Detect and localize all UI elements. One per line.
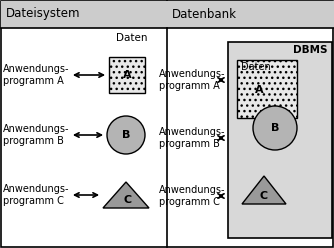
Text: Anwendungs-
programm C: Anwendungs- programm C: [159, 185, 225, 207]
Text: A: A: [255, 85, 263, 95]
Bar: [1, 1, 167, 28]
Text: Daten: Daten: [241, 62, 271, 72]
Bar: [167, 1, 334, 28]
Text: Datenbank: Datenbank: [172, 7, 237, 21]
Polygon shape: [242, 176, 286, 204]
Text: Anwendungs-
programm A: Anwendungs- programm A: [3, 64, 69, 86]
Circle shape: [107, 116, 145, 154]
Text: Anwendungs-
programm B: Anwendungs- programm B: [3, 124, 69, 146]
Text: DBMS: DBMS: [294, 45, 328, 55]
Text: Anwendungs-
programm C: Anwendungs- programm C: [3, 184, 69, 206]
Text: B: B: [271, 123, 279, 133]
Polygon shape: [103, 182, 149, 208]
Bar: [237, 60, 297, 118]
Text: C: C: [124, 195, 132, 205]
Circle shape: [253, 106, 297, 150]
Text: Daten: Daten: [116, 33, 148, 43]
Text: A: A: [123, 70, 131, 80]
Text: C: C: [260, 191, 268, 201]
Bar: [109, 57, 145, 93]
Text: Anwendungs-
programm B: Anwendungs- programm B: [159, 127, 225, 149]
Text: B: B: [122, 130, 130, 140]
Text: Anwendungs-
programm A: Anwendungs- programm A: [159, 69, 225, 91]
Text: Dateisystem: Dateisystem: [6, 7, 80, 21]
Bar: [228, 42, 332, 238]
